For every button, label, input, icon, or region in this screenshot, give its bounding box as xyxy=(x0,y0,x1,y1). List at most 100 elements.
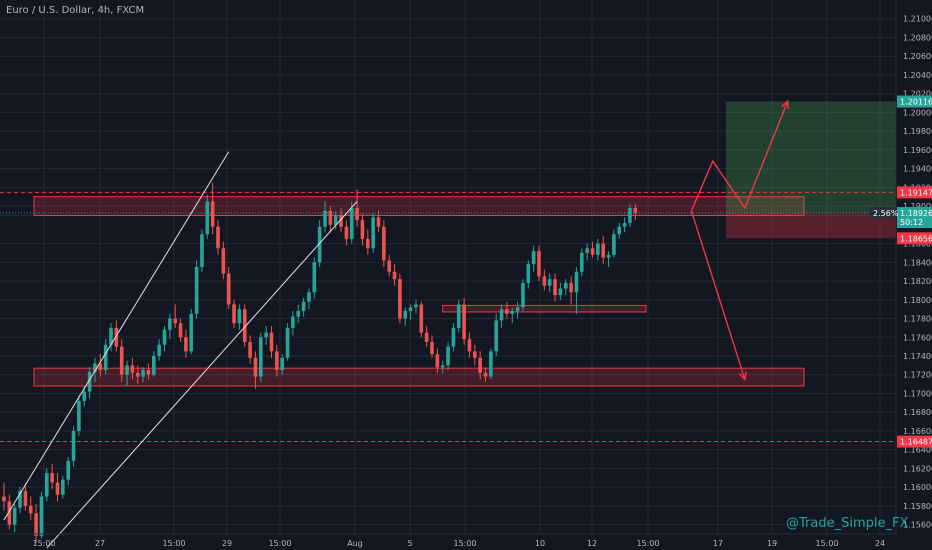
candle-body xyxy=(61,479,65,495)
candle-body xyxy=(82,391,87,401)
candle-body xyxy=(114,327,119,347)
long-position-tool[interactable] xyxy=(726,101,896,239)
time-tick-label: 27 xyxy=(95,539,105,548)
price-badge: 1.18656 xyxy=(897,232,932,245)
time-tick-label: 24 xyxy=(875,539,885,548)
candle-body xyxy=(403,311,408,319)
candle-body xyxy=(382,226,386,261)
candle-body xyxy=(435,354,440,368)
candle xyxy=(398,273,402,324)
candle-body xyxy=(633,207,638,213)
candle xyxy=(98,354,103,377)
candle xyxy=(2,482,6,511)
candle-body xyxy=(66,460,70,480)
candle xyxy=(424,326,429,347)
projection-arrowhead xyxy=(738,371,747,381)
candle-body xyxy=(467,339,472,352)
candle-body xyxy=(424,332,429,342)
price-tick-label: 1.15600 xyxy=(903,521,932,530)
candle-body xyxy=(168,318,172,330)
candle xyxy=(601,236,605,265)
candle-body xyxy=(45,473,49,497)
time-axis[interactable]: 15:00 27 15:00 29 15:00 Aug 5 15:00 10 12 15:00 17 1… xyxy=(32,539,885,548)
price-tick-label: 1.18000 xyxy=(903,296,932,305)
candle-body xyxy=(333,215,338,225)
candle xyxy=(489,348,493,380)
candle xyxy=(135,365,140,385)
candle xyxy=(553,273,557,302)
candle xyxy=(226,267,231,310)
candle-body xyxy=(50,473,54,483)
candle xyxy=(612,229,616,258)
candle-body xyxy=(521,282,525,308)
mid-zone xyxy=(442,304,647,313)
candle xyxy=(392,264,397,286)
candle xyxy=(248,335,252,364)
candle-body xyxy=(184,337,188,352)
candle-body xyxy=(189,313,194,352)
candle-body xyxy=(505,309,509,314)
candle-body xyxy=(531,251,536,265)
time-tick-label: 15:00 xyxy=(636,539,659,548)
candle-body xyxy=(601,243,605,258)
candle xyxy=(34,504,38,544)
drawings[interactable] xyxy=(3,99,789,549)
candle xyxy=(558,282,563,300)
candle-body xyxy=(440,365,445,368)
chart-title: Euro / U.S. Dollar, 4h, FXCM xyxy=(6,5,144,16)
candle-body xyxy=(135,372,140,377)
candle-body xyxy=(451,327,456,347)
candle xyxy=(61,475,65,499)
candle xyxy=(494,313,498,356)
candle xyxy=(456,299,461,333)
price-tick-label: 1.16000 xyxy=(903,483,932,492)
candle-body xyxy=(291,316,295,328)
candle xyxy=(323,201,327,233)
price-tick-label: 1.17600 xyxy=(903,333,932,342)
candle xyxy=(633,204,638,221)
time-tick-label: Aug xyxy=(347,539,363,548)
candle-body xyxy=(253,357,258,377)
candle-body xyxy=(221,248,226,274)
candle xyxy=(210,182,215,235)
candle xyxy=(505,301,509,319)
time-tick-label: 17 xyxy=(713,539,723,548)
candle xyxy=(360,213,365,246)
candle-body xyxy=(307,292,311,302)
candle-body xyxy=(499,309,504,321)
candle-body xyxy=(152,356,156,375)
candle xyxy=(259,332,263,383)
candle xyxy=(590,241,595,258)
candle-body xyxy=(360,220,365,239)
price-tick-label: 1.18400 xyxy=(903,258,932,267)
candle xyxy=(18,487,22,514)
candle-body xyxy=(344,226,349,239)
candle-body xyxy=(371,217,375,249)
candle xyxy=(23,483,28,511)
candle-body xyxy=(628,207,632,223)
time-tick-label: 15:00 xyxy=(162,539,185,548)
candle-body xyxy=(398,279,402,319)
candle xyxy=(408,304,413,321)
candle-body xyxy=(473,351,477,358)
candle xyxy=(55,473,60,502)
candle xyxy=(152,351,156,377)
candle xyxy=(462,297,466,345)
price-badge-bg xyxy=(897,435,932,448)
candle xyxy=(285,323,290,361)
candle xyxy=(189,309,194,355)
candle xyxy=(355,189,359,227)
candle-body xyxy=(39,496,44,536)
time-tick-label: 19 xyxy=(767,539,777,548)
candle-body xyxy=(489,351,493,377)
candle-body xyxy=(125,365,129,375)
candle xyxy=(253,351,258,389)
candle-body xyxy=(419,304,424,333)
candle-body xyxy=(612,234,616,255)
candle xyxy=(141,367,145,383)
candle xyxy=(376,210,381,233)
candle xyxy=(77,395,81,436)
candle-body xyxy=(119,346,124,375)
